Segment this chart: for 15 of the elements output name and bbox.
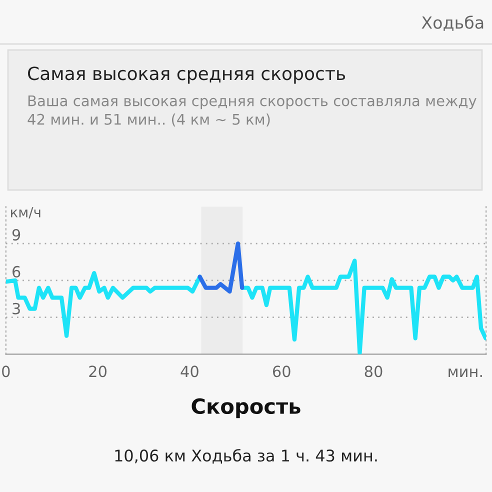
x-tick-label: 0 [2,366,10,378]
y-tick-label: 9 [12,229,20,241]
text: Самая высокая средняя скорость [28,66,346,84]
y-tick-label: 3 [12,302,20,314]
x-tick-label: 60 [272,366,290,378]
text: Ходьба [422,16,484,31]
y-axis-title: км/ч [11,207,40,218]
x-tick-label: 40 [180,366,198,378]
y-tick-label: 6 [12,266,20,278]
text: 10,06 км Ходьба за 1 ч. 43 мин. [115,449,377,464]
x-tick-label: мин. [448,368,482,377]
x-tick-label: 20 [89,366,107,378]
text: Скорость [192,398,300,418]
x-tick-label: 80 [364,366,382,378]
text: Ваша самая высокая средняя скорость составляла между 42 мин. и 51 мин.. (4 км ~ 5 км) [28,95,476,127]
